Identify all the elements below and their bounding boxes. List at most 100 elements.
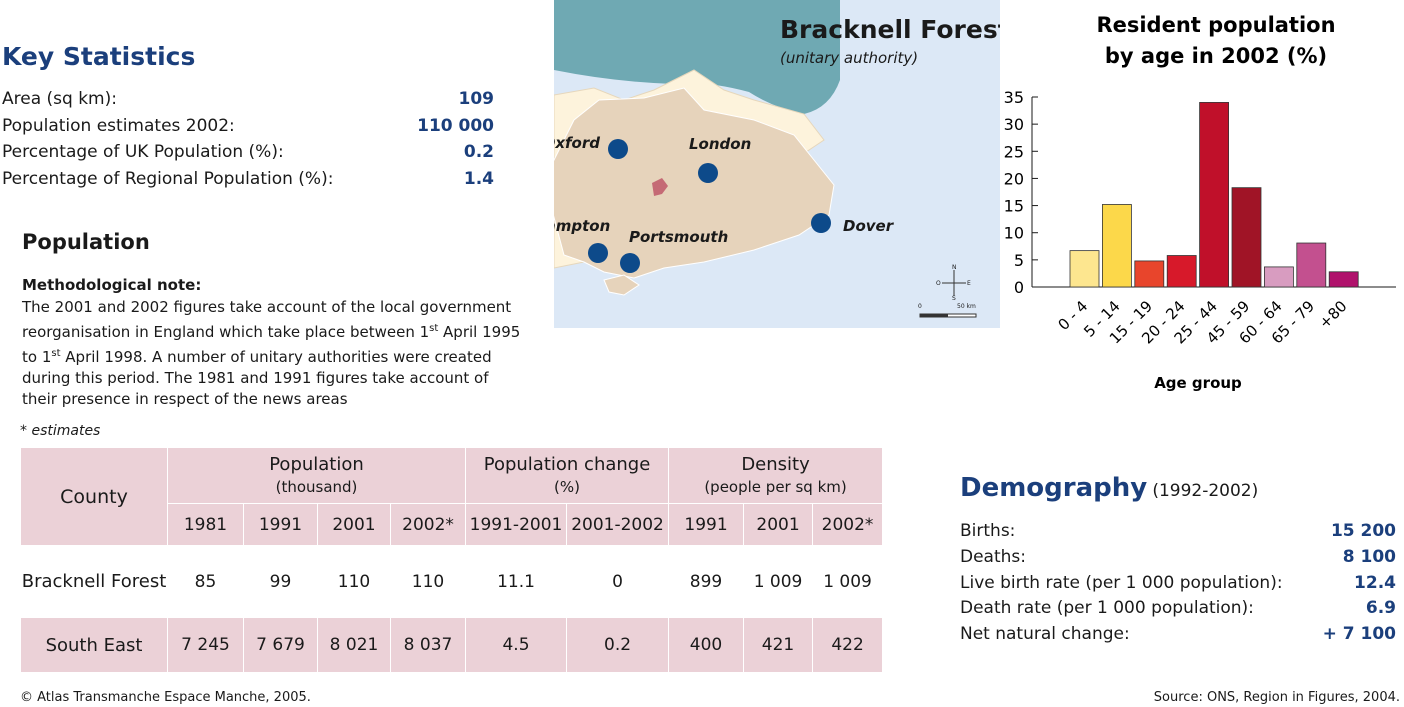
city-label: Oxford (554, 134, 600, 152)
demo-label: Births: (960, 521, 1016, 541)
demo-label: Deaths: (960, 546, 1026, 567)
note-text: April 1998. A number of unitary authorit… (22, 348, 492, 408)
bar (1264, 266, 1294, 288)
y-tick-label: 25 (1004, 142, 1024, 161)
x-tick-label: 65 - 79 (1268, 297, 1318, 347)
demo-label: Net natural change: (960, 624, 1130, 645)
table-cell: 422 (812, 617, 884, 673)
population-title: Population (22, 230, 150, 254)
group-title: Population (269, 453, 364, 475)
table-cell: 0.2 (566, 617, 670, 673)
note-text: The 2001 and 2002 figures take account o… (22, 298, 512, 341)
note-title: Methodological note: (22, 276, 202, 294)
demo-value: 12.4 (1354, 572, 1396, 593)
bar (1166, 255, 1197, 288)
city-label: Southampton (554, 217, 610, 235)
table-cell: 1 009 (812, 545, 884, 618)
south-east (554, 87, 835, 279)
column-header: 2001-2002 (566, 503, 670, 546)
bar (1231, 187, 1262, 288)
table-row: South East 7 245 7 679 8 021 8 037 4.5 0.2 400 4… (20, 617, 884, 673)
y-tick-label: 30 (1004, 115, 1024, 134)
bar (1134, 260, 1165, 288)
chart-title: by age in 2002 (%) (1105, 44, 1327, 68)
stat-value: 109 (458, 89, 495, 109)
city-label: London (689, 135, 751, 153)
x-tick-label: 60 - 64 (1235, 297, 1285, 347)
city-dot (620, 253, 640, 273)
row-header: Bracknell Forest (20, 545, 168, 618)
y-tick-label: 35 (1004, 88, 1024, 107)
group-unit: (%) (554, 477, 580, 496)
stat-label: Percentage of Regional Population (%): (2, 168, 334, 189)
y-tick-label: 0 (1014, 278, 1024, 297)
table-cell: 110 (317, 545, 391, 618)
table-cell: 4.5 (465, 617, 568, 673)
header-cell: County (20, 447, 168, 546)
table-row: Bracknell Forest 85 99 110 110 11.1 0 899 1 009 1… (20, 545, 884, 618)
group-header: Population change (%) (465, 447, 670, 504)
continent (554, 0, 840, 114)
y-tick-label: 15 (1004, 197, 1024, 216)
demography-period: (1992-2002) (1152, 481, 1259, 501)
bar (1102, 204, 1132, 288)
table-cell: 8 021 (317, 617, 391, 673)
scale-bar (920, 314, 948, 317)
header-row: County Population (thousand) Population cha… (20, 447, 884, 546)
map: Oxford London Southampton Portsmouth Dov… (554, 0, 1000, 328)
group-title: Population change (483, 453, 651, 475)
bracknell-forest (652, 178, 668, 196)
table-cell: 400 (668, 617, 745, 673)
table-cell: 899 (668, 545, 745, 618)
table-cell: 8 037 (389, 617, 467, 673)
key-stats-title: Key Statistics (2, 42, 196, 71)
note: The 2001 and 2002 figures take account o… (22, 297, 522, 410)
table-cell: 85 (167, 545, 244, 618)
y-tick-label: 20 (1004, 169, 1024, 188)
column-header: 2001 (317, 503, 391, 546)
compass-label: E (967, 280, 971, 287)
city-dot (698, 163, 718, 183)
table-cell: 421 (743, 617, 814, 673)
demo-value: + 7 100 (1322, 624, 1396, 645)
bar (1296, 242, 1327, 288)
bar (1069, 250, 1100, 288)
table-cell: 7 245 (167, 617, 244, 673)
city-dot (811, 213, 831, 233)
y-tick-label: 5 (1014, 251, 1024, 270)
header-row: 1981 1991 2001 2002* 1991-2001 2001-2002 1991 2… (21, 503, 884, 546)
demo-value: 8 100 (1342, 546, 1396, 567)
map-subtitle: (unitary authority) (780, 49, 918, 67)
demo-value: 15 200 (1330, 521, 1396, 541)
scale-label: 0 (918, 303, 922, 310)
column-header: 2002* (812, 503, 884, 546)
group-unit: (thousand) (275, 477, 358, 496)
column-header: 1991 (243, 503, 318, 546)
x-tick-label: 15 - 19 (1106, 297, 1156, 347)
city-dot (588, 243, 608, 263)
note-text: st (51, 348, 61, 359)
x-tick-label: 45 - 59 (1203, 297, 1253, 347)
stat-label: Area (sq km): (2, 89, 117, 109)
compass-label: S (952, 295, 956, 302)
scale-label: 50 km (957, 303, 976, 310)
x-tick-label: 25 - 44 (1171, 297, 1221, 347)
table-cell: 7 679 (243, 617, 318, 673)
table-cell: 11.1 (465, 545, 568, 618)
row-header: South East (20, 617, 168, 673)
group-header: Density (people per sq km) (668, 447, 884, 504)
source: Source: ONS, Region in Figures, 2004. (1153, 690, 1400, 705)
table-cell: 110 (389, 545, 467, 618)
city-label: Dover (843, 217, 895, 235)
x-tick-label: +80 (1315, 297, 1350, 332)
table-cell: 1 009 (743, 545, 814, 618)
demo-value: 6.9 (1365, 598, 1396, 619)
stat-value: 0.2 (463, 142, 494, 162)
demography-heading: Demography (1992-2002) (960, 473, 1258, 503)
column-header: 1991 (668, 503, 745, 546)
city-label: Portsmouth (629, 228, 728, 246)
demo-label: Live birth rate (per 1 000 population): (960, 572, 1283, 593)
copyright: © Atlas Transmanche Espace Manche, 2005. (20, 690, 311, 705)
table-cell: 99 (243, 545, 318, 618)
